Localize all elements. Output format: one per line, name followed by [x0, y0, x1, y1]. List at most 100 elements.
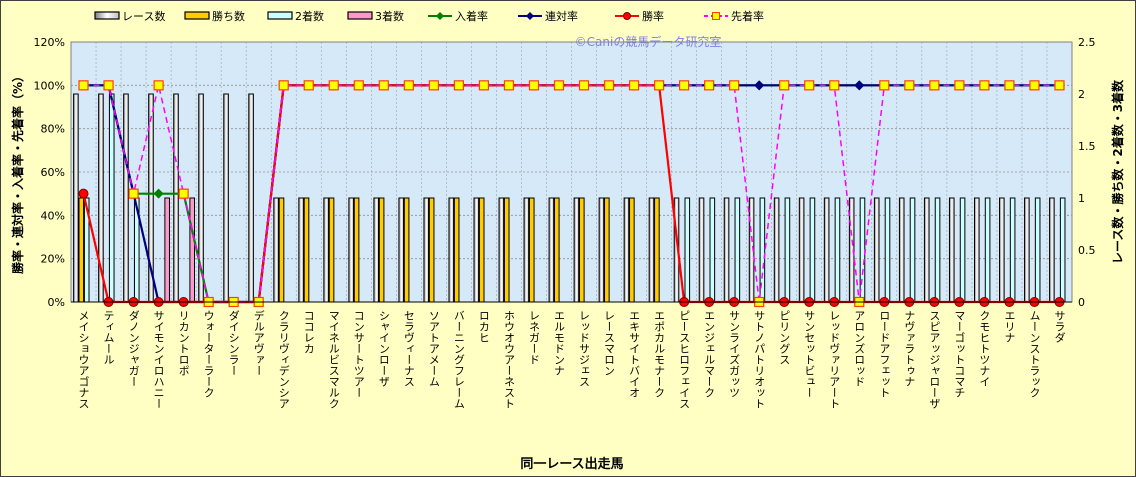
bar-2着数	[108, 93, 115, 303]
bar-レース数	[648, 197, 655, 303]
bar-2着数	[909, 197, 916, 303]
x-tick-label: ソアトアメーム	[427, 310, 440, 387]
y-tick-left: 0%	[48, 296, 65, 309]
point-先着率	[453, 80, 464, 91]
legend-marker	[436, 12, 444, 20]
x-tick-label: エンジェルマーク	[703, 310, 716, 398]
point-勝率	[78, 188, 89, 199]
bar-2着数	[834, 197, 841, 303]
point-先着率	[1004, 80, 1015, 91]
x-tick-label: レッドサジェス	[578, 310, 591, 387]
y-tick-left: 40%	[41, 209, 65, 222]
bar-レース数	[723, 197, 730, 303]
bar-レース数	[948, 197, 955, 303]
x-tick-label: エリナ	[1003, 310, 1016, 343]
bar-レース数	[1024, 197, 1030, 303]
bar-レース数	[223, 93, 229, 303]
x-tick-label: ウォーターラーク	[202, 310, 215, 398]
y-tick-right: 2.5	[1078, 36, 1096, 49]
legend-swatch-2着数	[267, 11, 293, 20]
x-tick-label: クラリヴィデンシア	[277, 310, 290, 409]
bar-レース数	[623, 197, 630, 303]
x-tick-label: アロンズロッド	[853, 310, 866, 387]
x-tick-label: ダイシンラー	[227, 310, 240, 376]
bar-勝ち数	[353, 197, 360, 303]
bar-2着数	[934, 197, 941, 303]
x-tick-label: サイモンイロハニー	[152, 310, 165, 409]
legend-swatch-レース数	[94, 11, 120, 20]
point-先着率	[403, 80, 414, 91]
bar-2着数	[734, 197, 741, 303]
point-先着率	[704, 80, 715, 91]
x-tick-label: エルモドンナ	[552, 310, 565, 376]
point-先着率	[729, 80, 740, 91]
legend-label: 先着率	[731, 9, 764, 23]
y-tick-right: 1.5	[1078, 140, 1096, 153]
legend-label: 勝率	[642, 9, 664, 23]
bar-レース数	[423, 197, 430, 303]
bar-2着数	[959, 197, 966, 303]
x-tick-label: ホウオウアーネスト	[502, 310, 515, 409]
bar-勝ち数	[428, 197, 435, 303]
bar-レース数	[823, 197, 830, 303]
point-先着率	[378, 80, 389, 91]
point-先着率	[353, 80, 364, 91]
point-先着率	[303, 80, 314, 91]
x-tick-label: シャインローザ	[377, 310, 390, 387]
x-tick-label: リカントロポ	[177, 310, 190, 376]
bar-レース数	[498, 197, 505, 303]
x-tick-label: ロードアフェット	[878, 310, 891, 398]
x-tick-label: デルアヴァー	[252, 309, 265, 376]
point-先着率	[178, 188, 189, 199]
legend-label: 勝ち数	[212, 9, 245, 23]
bar-2着数	[1059, 197, 1066, 303]
x-tick-label: バーニングフレーム	[452, 310, 465, 409]
x-tick-label: レネガード	[527, 310, 540, 365]
bar-レース数	[298, 197, 304, 303]
x-tick-label: ナヴァラトゥナ	[903, 310, 916, 387]
x-tick-label: ムーンストラック	[1028, 310, 1041, 398]
x-tick-label: コンサートツアー	[352, 310, 365, 398]
y-tick-left: 100%	[34, 79, 65, 92]
point-先着率	[979, 80, 990, 91]
bar-レース数	[773, 197, 780, 303]
point-先着率	[1054, 80, 1065, 91]
y-tick-left: 60%	[41, 166, 65, 179]
bar-レース数	[974, 197, 980, 303]
line-先着率	[83, 84, 1060, 303]
bar-勝ち数	[453, 197, 460, 303]
x-tick-label: ダノンジャガー	[127, 310, 140, 387]
x-tick-label: サトノパトリオット	[753, 310, 766, 409]
x-tick-label: スピアッジャローザ	[928, 310, 941, 409]
legend-swatch-3着数	[347, 11, 373, 20]
bar-勝ち数	[553, 197, 560, 303]
bar-レース数	[523, 197, 530, 303]
bar-勝ち数	[328, 197, 335, 303]
x-tick-label: サンライズガッツ	[728, 310, 741, 398]
bar-2着数	[684, 197, 691, 303]
legend-marker	[526, 12, 534, 20]
legend-marker	[712, 12, 720, 20]
legend-label: 連対率	[545, 9, 578, 23]
point-入着率	[153, 188, 164, 199]
bar-勝ち数	[654, 197, 660, 303]
x-tick-label: エキサイトバイオ	[628, 310, 641, 398]
x-tick-label: クモヒトツナイ	[978, 310, 991, 387]
bar-レース数	[373, 197, 379, 303]
bar-レース数	[999, 197, 1005, 303]
bar-レース数	[923, 197, 930, 303]
point-先着率	[653, 80, 665, 91]
y-tick-right: 0	[1078, 296, 1085, 309]
point-先着率	[278, 80, 289, 91]
legend-label: レース数	[122, 10, 165, 23]
x-tick-label: レースマロン	[603, 310, 616, 376]
bar-レース数	[698, 197, 705, 303]
bar-2着数	[1009, 197, 1016, 303]
bar-レース数	[1049, 197, 1055, 303]
y-tick-left: 120%	[34, 36, 65, 49]
legend-label: 2着数	[295, 9, 324, 23]
bar-勝ち数	[528, 197, 535, 303]
bar-2着数	[784, 197, 791, 303]
y-tick-right: 1	[1078, 192, 1085, 205]
